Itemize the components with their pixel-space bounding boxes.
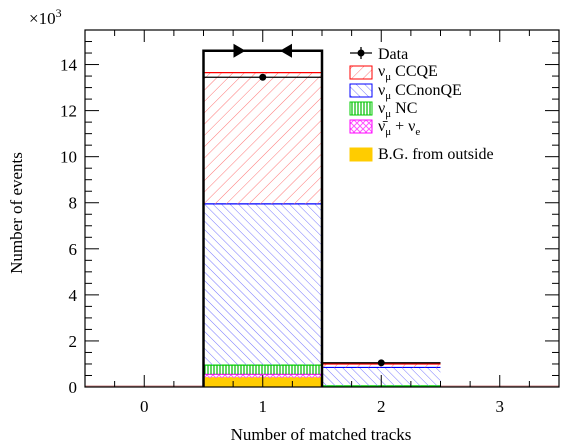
selection-arrow-left-head [233,43,246,58]
legend-entry-bg-outside: B.G. from outside [349,146,494,163]
x-tick-label-3: 3 [496,397,505,416]
legend-entry-antinumu-nue: ν̄μ + νe [349,118,420,138]
legend-entry-nc: νμ NC [349,100,417,120]
y-tick-label-4: 4 [69,286,78,305]
legend-label-bg-outside: B.G. from outside [378,146,494,163]
y-tick-label-6: 6 [69,240,78,259]
legend-label-data: Data [378,46,408,63]
y-multiplier-label: ×103 [29,6,62,28]
x-tick-label-2: 2 [377,397,386,416]
x-tick-label-0: 0 [140,397,149,416]
legend: Data νμ CCQE νμ CCnonQE νμ NC ν̄μ + νe [349,46,494,163]
data-point-1 [259,73,267,81]
legend-label-nc: νμ NC [378,100,417,120]
selection-arrow-right-head [280,43,292,58]
y-tick-label-0: 0 [69,378,78,397]
legend-label-ccnonqe: νμ CCnonQE [378,82,462,102]
legend-entry-ccqe: νμ CCQE [349,63,438,83]
bar-segment-4-bin-1 [203,72,322,204]
y-tick-label-10: 10 [60,148,77,167]
y-tick-label-2: 2 [69,332,78,351]
legend-entry-data: Data [350,46,408,63]
legend-entry-ccnonqe: νμ CCnonQE [349,82,462,102]
bar-segment-2-bin-1 [203,365,322,375]
y-axis-title: Number of events [7,152,26,274]
legend-label-antinumu-nue: ν̄μ + νe [378,118,420,138]
bar-segment-3-bin-1 [203,203,322,366]
y-tick-label-14: 14 [60,56,78,75]
data-point-2 [377,359,385,367]
x-axis-title: Number of matched tracks [231,425,412,443]
y-tick-label-8: 8 [69,194,78,213]
legend-label-ccqe: νμ CCQE [378,63,438,83]
y-multiplier-exponent: 3 [56,6,62,20]
y-tick-label-12: 12 [60,102,77,121]
x-tick-label-1: 1 [259,397,268,416]
selection-box [202,49,324,387]
